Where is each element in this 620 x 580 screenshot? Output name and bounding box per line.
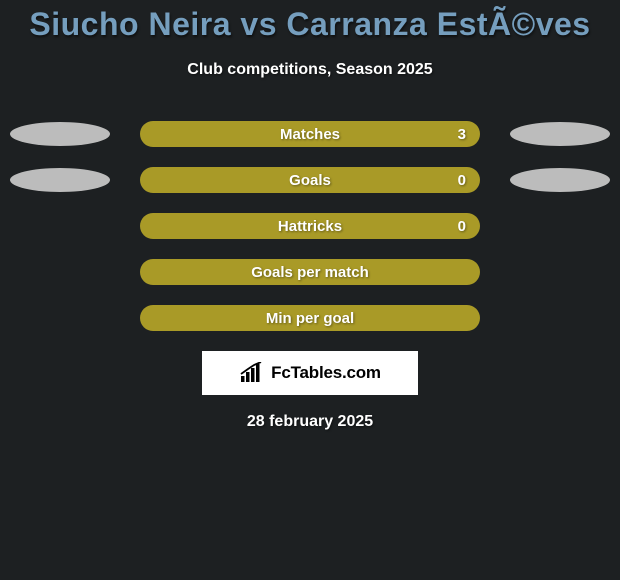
stat-value: 3 [458,126,466,143]
stat-value: 0 [458,172,466,189]
left-oval [10,122,110,146]
stat-row: Goals per match [0,259,620,285]
brand-badge: FcTables.com [202,351,418,395]
bar-chart-icon [239,362,265,384]
stat-bar: Hattricks 0 [140,213,480,239]
stat-row: Matches 3 [0,121,620,147]
stat-bar: Min per goal [140,305,480,331]
stat-bar: Matches 3 [140,121,480,147]
stat-row: Min per goal [0,305,620,331]
stat-label: Hattricks [278,218,342,235]
left-oval [10,168,110,192]
stat-bar: Goals 0 [140,167,480,193]
stat-row: Goals 0 [0,167,620,193]
stat-label: Goals per match [251,264,369,281]
brand-text: FcTables.com [271,363,381,383]
right-oval [510,122,610,146]
stat-row: Hattricks 0 [0,213,620,239]
page-title: Siucho Neira vs Carranza EstÃ©ves [0,6,620,43]
comparison-card: Siucho Neira vs Carranza EstÃ©ves Club c… [0,0,620,431]
stat-value: 0 [458,218,466,235]
stat-rows: Matches 3 Goals 0 Hattricks 0 Goals [0,121,620,331]
stat-label: Goals [289,172,331,189]
subtitle: Club competitions, Season 2025 [0,61,620,79]
stat-label: Matches [280,126,340,143]
right-oval [510,168,610,192]
stat-label: Min per goal [266,310,354,327]
footer-date: 28 february 2025 [0,413,620,431]
stat-bar: Goals per match [140,259,480,285]
